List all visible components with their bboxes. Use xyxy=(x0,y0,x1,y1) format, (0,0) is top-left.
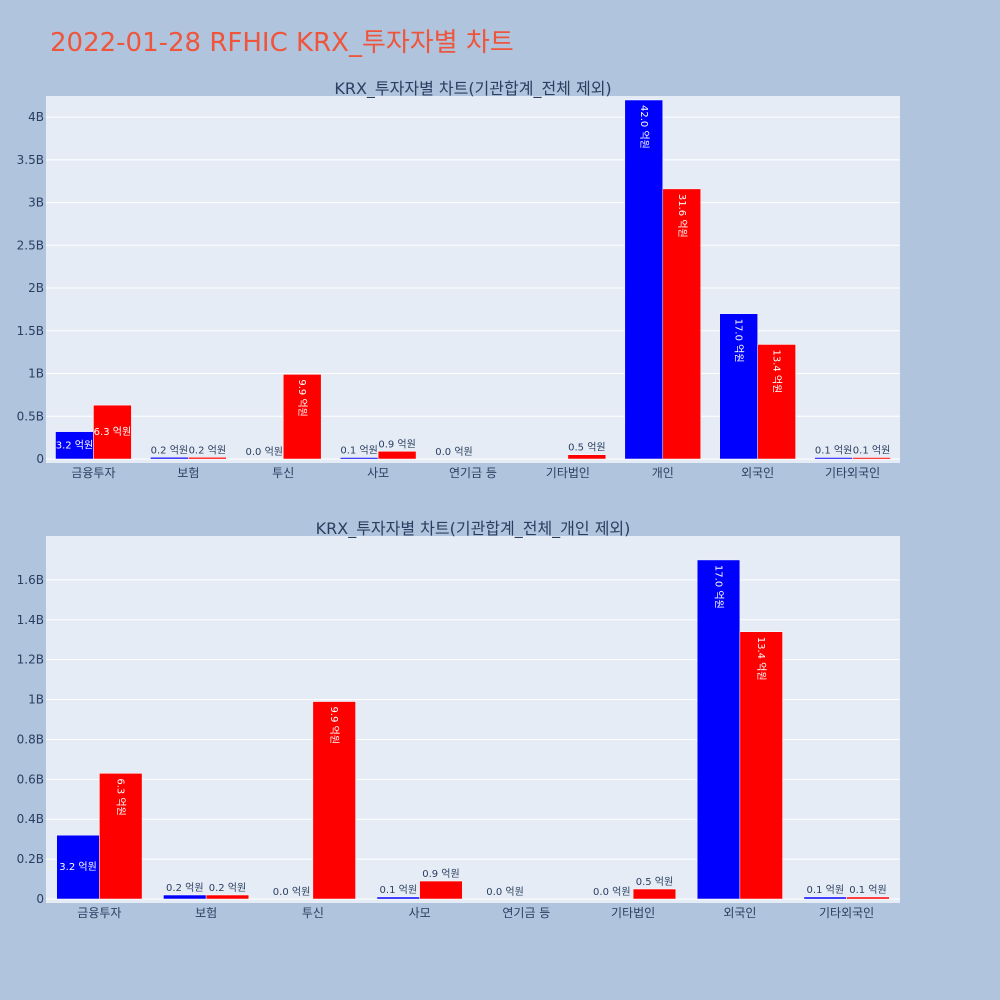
x-tick-label: 기타외국인 xyxy=(825,466,880,480)
y-tick-label: 1.4B xyxy=(17,613,44,627)
bar xyxy=(662,188,701,460)
data-label: 0.5 억원 xyxy=(636,876,673,888)
bar xyxy=(163,894,207,900)
data-label: 17.0 억원 xyxy=(713,565,725,609)
data-label: 0.5 억원 xyxy=(568,442,605,454)
data-label: 0.0 억원 xyxy=(435,446,472,458)
chart-1: 0 0.5B 1B 1.5B 2B 2.5B 3B 3.5B 4B KRX_투자자별 차트(기관합… xyxy=(17,79,900,480)
y-tick-label: 3B xyxy=(28,196,44,210)
data-label: 6.3 억원 xyxy=(115,778,127,815)
data-label: 13.4 억원 xyxy=(771,349,783,393)
chart-2: 0 0.2B 0.4B 0.6B 0.8B 1B 1.2B 1.4B 1.6B KRX_투자자별 … xyxy=(17,519,900,920)
data-label: 0.2 억원 xyxy=(166,882,203,894)
bar xyxy=(339,457,379,460)
data-label: 0.0 억원 xyxy=(273,886,310,898)
data-label: 0.2 억원 xyxy=(209,882,246,894)
data-label: 0.1 억원 xyxy=(849,884,886,896)
x-tick-label: 기타법인 xyxy=(611,906,655,920)
bar xyxy=(846,896,890,900)
y-tick-label: 0.4B xyxy=(17,812,44,826)
x-tick-label: 투신 xyxy=(272,466,294,480)
y-tick-label: 1.2B xyxy=(17,653,44,667)
bar xyxy=(814,457,853,460)
bar xyxy=(624,99,664,460)
bar xyxy=(150,457,189,460)
data-label: 9.9 억원 xyxy=(296,379,308,416)
data-label: 17.0 억원 xyxy=(733,319,745,363)
bar xyxy=(55,431,94,460)
x-tick-label: 투신 xyxy=(302,906,324,920)
data-label: 0.1 억원 xyxy=(380,884,417,896)
data-label: 0.1 억원 xyxy=(815,445,852,457)
page-title: 2022-01-28 RFHIC KRX_투자자별 차트 xyxy=(50,28,514,58)
y-tick-label: 0 xyxy=(36,892,44,906)
y-tick-label: 0.8B xyxy=(17,732,44,746)
bar xyxy=(188,457,227,460)
bar xyxy=(93,404,132,460)
data-label: 42.0 억원 xyxy=(638,105,650,149)
chart-title: KRX_투자자별 차트(기관합계_전체_개인 제외) xyxy=(316,519,631,539)
x-tick-label: 보험 xyxy=(177,466,199,480)
y-tick-label: 0.6B xyxy=(17,772,44,786)
bar xyxy=(632,888,677,900)
x-tick-label: 금융투자 xyxy=(77,906,121,920)
y-tick-label: 2.5B xyxy=(17,238,44,252)
y-tick-label: 4B xyxy=(28,110,44,124)
bar xyxy=(377,451,417,460)
bar xyxy=(376,896,420,900)
data-label: 0.0 억원 xyxy=(593,886,630,898)
x-tick-label: 사모 xyxy=(409,906,431,920)
data-label: 0.2 억원 xyxy=(151,444,188,456)
y-tick-label: 0.2B xyxy=(17,852,44,866)
bar xyxy=(419,880,463,900)
x-tick-label: 개인 xyxy=(652,466,674,480)
y-tick-label: 0.5B xyxy=(17,409,44,423)
bar xyxy=(99,773,143,900)
x-tick-label: 외국인 xyxy=(723,906,756,920)
y-tick-label: 0 xyxy=(36,452,44,466)
x-tick-label: 기타법인 xyxy=(546,466,590,480)
y-tick-label: 1.5B xyxy=(17,324,44,338)
data-label: 0.1 억원 xyxy=(853,445,890,457)
y-tick-label: 3.5B xyxy=(17,153,44,167)
data-label: 6.3 억원 xyxy=(94,426,131,438)
y-tick-label: 1B xyxy=(28,693,44,707)
x-tick-label: 연기금 등 xyxy=(449,466,497,480)
bar xyxy=(852,457,891,460)
data-label: 3.2 억원 xyxy=(59,861,96,873)
bar xyxy=(739,631,783,900)
data-label: 31.6 억원 xyxy=(676,194,688,238)
y-tick-label: 1B xyxy=(28,367,44,381)
y-tick-label: 2B xyxy=(28,281,44,295)
bar xyxy=(719,313,758,460)
bar xyxy=(312,701,356,900)
bar xyxy=(205,894,250,900)
data-label: 0.0 억원 xyxy=(486,886,523,898)
bar xyxy=(803,896,847,900)
bar xyxy=(696,559,741,900)
chart-title: KRX_투자자별 차트(기관합계_전체 제외) xyxy=(334,79,611,99)
x-tick-label: 연기금 등 xyxy=(502,906,550,920)
data-label: 9.9 억원 xyxy=(328,707,340,744)
bar xyxy=(567,454,607,460)
data-label: 0.0 억원 xyxy=(246,446,283,458)
data-label: 13.4 억원 xyxy=(755,637,767,681)
bar xyxy=(757,344,796,460)
data-label: 0.1 억원 xyxy=(807,884,844,896)
x-tick-label: 금융투자 xyxy=(71,466,115,480)
bar xyxy=(56,834,100,900)
x-tick-label: 기타외국인 xyxy=(819,906,874,920)
x-tick-label: 보험 xyxy=(195,906,217,920)
y-tick-label: 1.6B xyxy=(17,573,44,587)
bar xyxy=(282,374,322,460)
data-label: 0.2 억원 xyxy=(189,444,226,456)
data-label: 0.1 억원 xyxy=(340,445,377,457)
x-tick-label: 외국인 xyxy=(741,466,774,480)
x-tick-label: 사모 xyxy=(367,466,389,480)
data-label: 3.2 억원 xyxy=(56,439,93,451)
data-label: 0.9 억원 xyxy=(422,868,459,880)
data-label: 0.9 억원 xyxy=(378,438,415,450)
